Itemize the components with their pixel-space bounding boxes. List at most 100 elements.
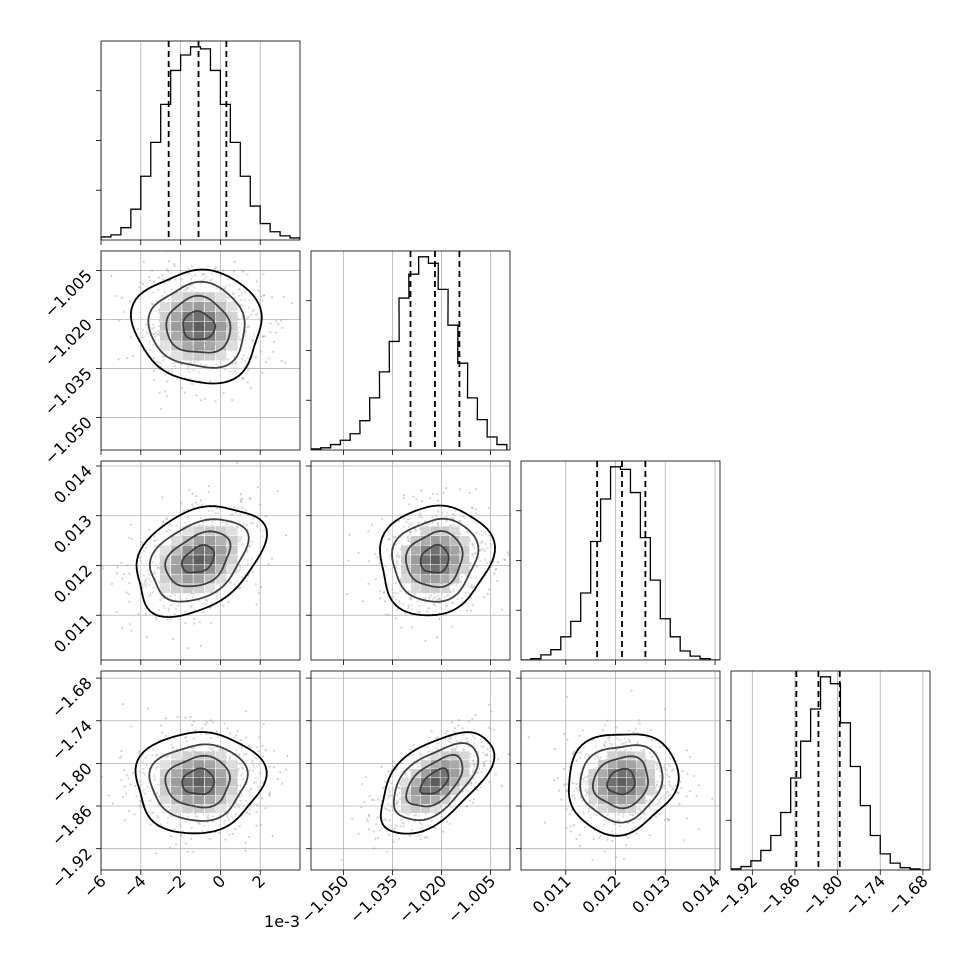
scatter-point xyxy=(284,361,287,364)
scatter-point xyxy=(211,365,214,368)
scatter-point xyxy=(148,340,151,344)
scatter-point xyxy=(249,386,252,389)
density-cell xyxy=(215,555,227,565)
scatter-point xyxy=(432,596,436,599)
density-cell xyxy=(617,769,627,778)
scatter-point xyxy=(451,601,454,605)
scatter-point xyxy=(572,752,575,756)
scatter-point xyxy=(378,562,381,565)
scatter-point xyxy=(156,333,159,336)
scatter-point xyxy=(168,809,171,812)
scatter-point xyxy=(670,769,674,772)
scatter-point xyxy=(410,603,413,606)
scatter-point xyxy=(635,832,638,835)
scatter-point xyxy=(642,749,645,752)
scatter-point xyxy=(372,830,375,833)
scatter-point xyxy=(398,791,401,795)
scatter-point xyxy=(192,592,195,595)
scatter-point xyxy=(514,747,516,749)
scatter-point xyxy=(140,783,143,787)
scatter-point xyxy=(158,319,161,323)
density-cell xyxy=(182,574,193,584)
scatter-point xyxy=(418,527,422,530)
scatter-point xyxy=(249,793,252,797)
scatter-point xyxy=(484,542,488,546)
scatter-point xyxy=(211,820,215,823)
scatter-point xyxy=(185,820,188,823)
scatter-point xyxy=(144,756,148,759)
density-cell xyxy=(215,751,227,760)
scatter-point xyxy=(246,550,249,553)
density-cell xyxy=(193,584,204,594)
scatter-point xyxy=(470,585,473,589)
scatter-point xyxy=(391,786,394,789)
scatter-point xyxy=(407,590,410,593)
scatter-point xyxy=(476,771,480,775)
scatter-point xyxy=(138,805,142,808)
scatter-point xyxy=(452,523,456,526)
density-cell xyxy=(159,311,171,322)
scatter-point xyxy=(139,281,142,284)
density-cell xyxy=(617,760,627,769)
scatter-point xyxy=(187,515,190,519)
density-cell xyxy=(646,786,656,796)
scatter-point xyxy=(374,552,377,556)
scatter-point xyxy=(223,822,226,825)
scatter-point xyxy=(585,780,588,783)
scatter-point xyxy=(472,763,475,766)
scatter-point xyxy=(394,598,398,601)
density-cell xyxy=(430,751,440,760)
density-cell xyxy=(401,564,411,574)
scatter-point xyxy=(676,791,679,794)
density-cell xyxy=(182,526,193,536)
scatter-point xyxy=(238,569,241,572)
scatter-point xyxy=(120,561,123,565)
scatter-point xyxy=(453,731,456,734)
scatter-point xyxy=(599,835,602,838)
scatter-point xyxy=(240,269,244,272)
contour-line xyxy=(134,731,268,835)
contour-line xyxy=(405,753,464,808)
scatter-point xyxy=(194,815,197,818)
scatter-point xyxy=(453,747,456,750)
scatter-point xyxy=(565,827,568,830)
scatter-point xyxy=(470,586,473,589)
scatter-point xyxy=(259,823,263,827)
scatter-point xyxy=(418,821,422,825)
density-cell xyxy=(182,751,193,760)
scatter-point xyxy=(370,523,374,526)
density-cell xyxy=(215,804,227,813)
scatter-point xyxy=(146,785,150,788)
density-cell xyxy=(420,804,430,813)
scatter-point xyxy=(392,535,395,538)
scatter-point xyxy=(170,743,173,746)
scatter-point xyxy=(469,564,472,567)
density-cell xyxy=(159,584,171,594)
density-cell xyxy=(607,751,617,760)
density-cell xyxy=(215,769,227,778)
scatter-point xyxy=(226,358,230,361)
density-cell xyxy=(159,795,171,805)
scatter-point xyxy=(388,809,391,813)
density-cell xyxy=(430,777,440,787)
scatter-point xyxy=(228,284,231,287)
scatter-point xyxy=(228,804,231,807)
scatter-point xyxy=(500,784,503,787)
density-cell xyxy=(607,777,617,787)
scatter-point xyxy=(558,789,561,792)
scatter-point xyxy=(153,570,156,574)
scatter-point xyxy=(503,558,506,561)
scatter-point xyxy=(666,817,669,821)
scatter-point xyxy=(668,764,671,767)
density-cell xyxy=(215,292,227,302)
scatter-point xyxy=(183,736,187,739)
scatter-point xyxy=(395,566,398,569)
scatter-point xyxy=(167,259,170,263)
density-cell xyxy=(597,777,608,787)
scatter-point xyxy=(227,296,230,299)
scatter-point xyxy=(430,594,433,597)
scatter-point xyxy=(459,532,462,536)
scatter-point xyxy=(396,552,399,555)
scatter-point xyxy=(247,744,251,747)
density-cell xyxy=(182,341,193,351)
